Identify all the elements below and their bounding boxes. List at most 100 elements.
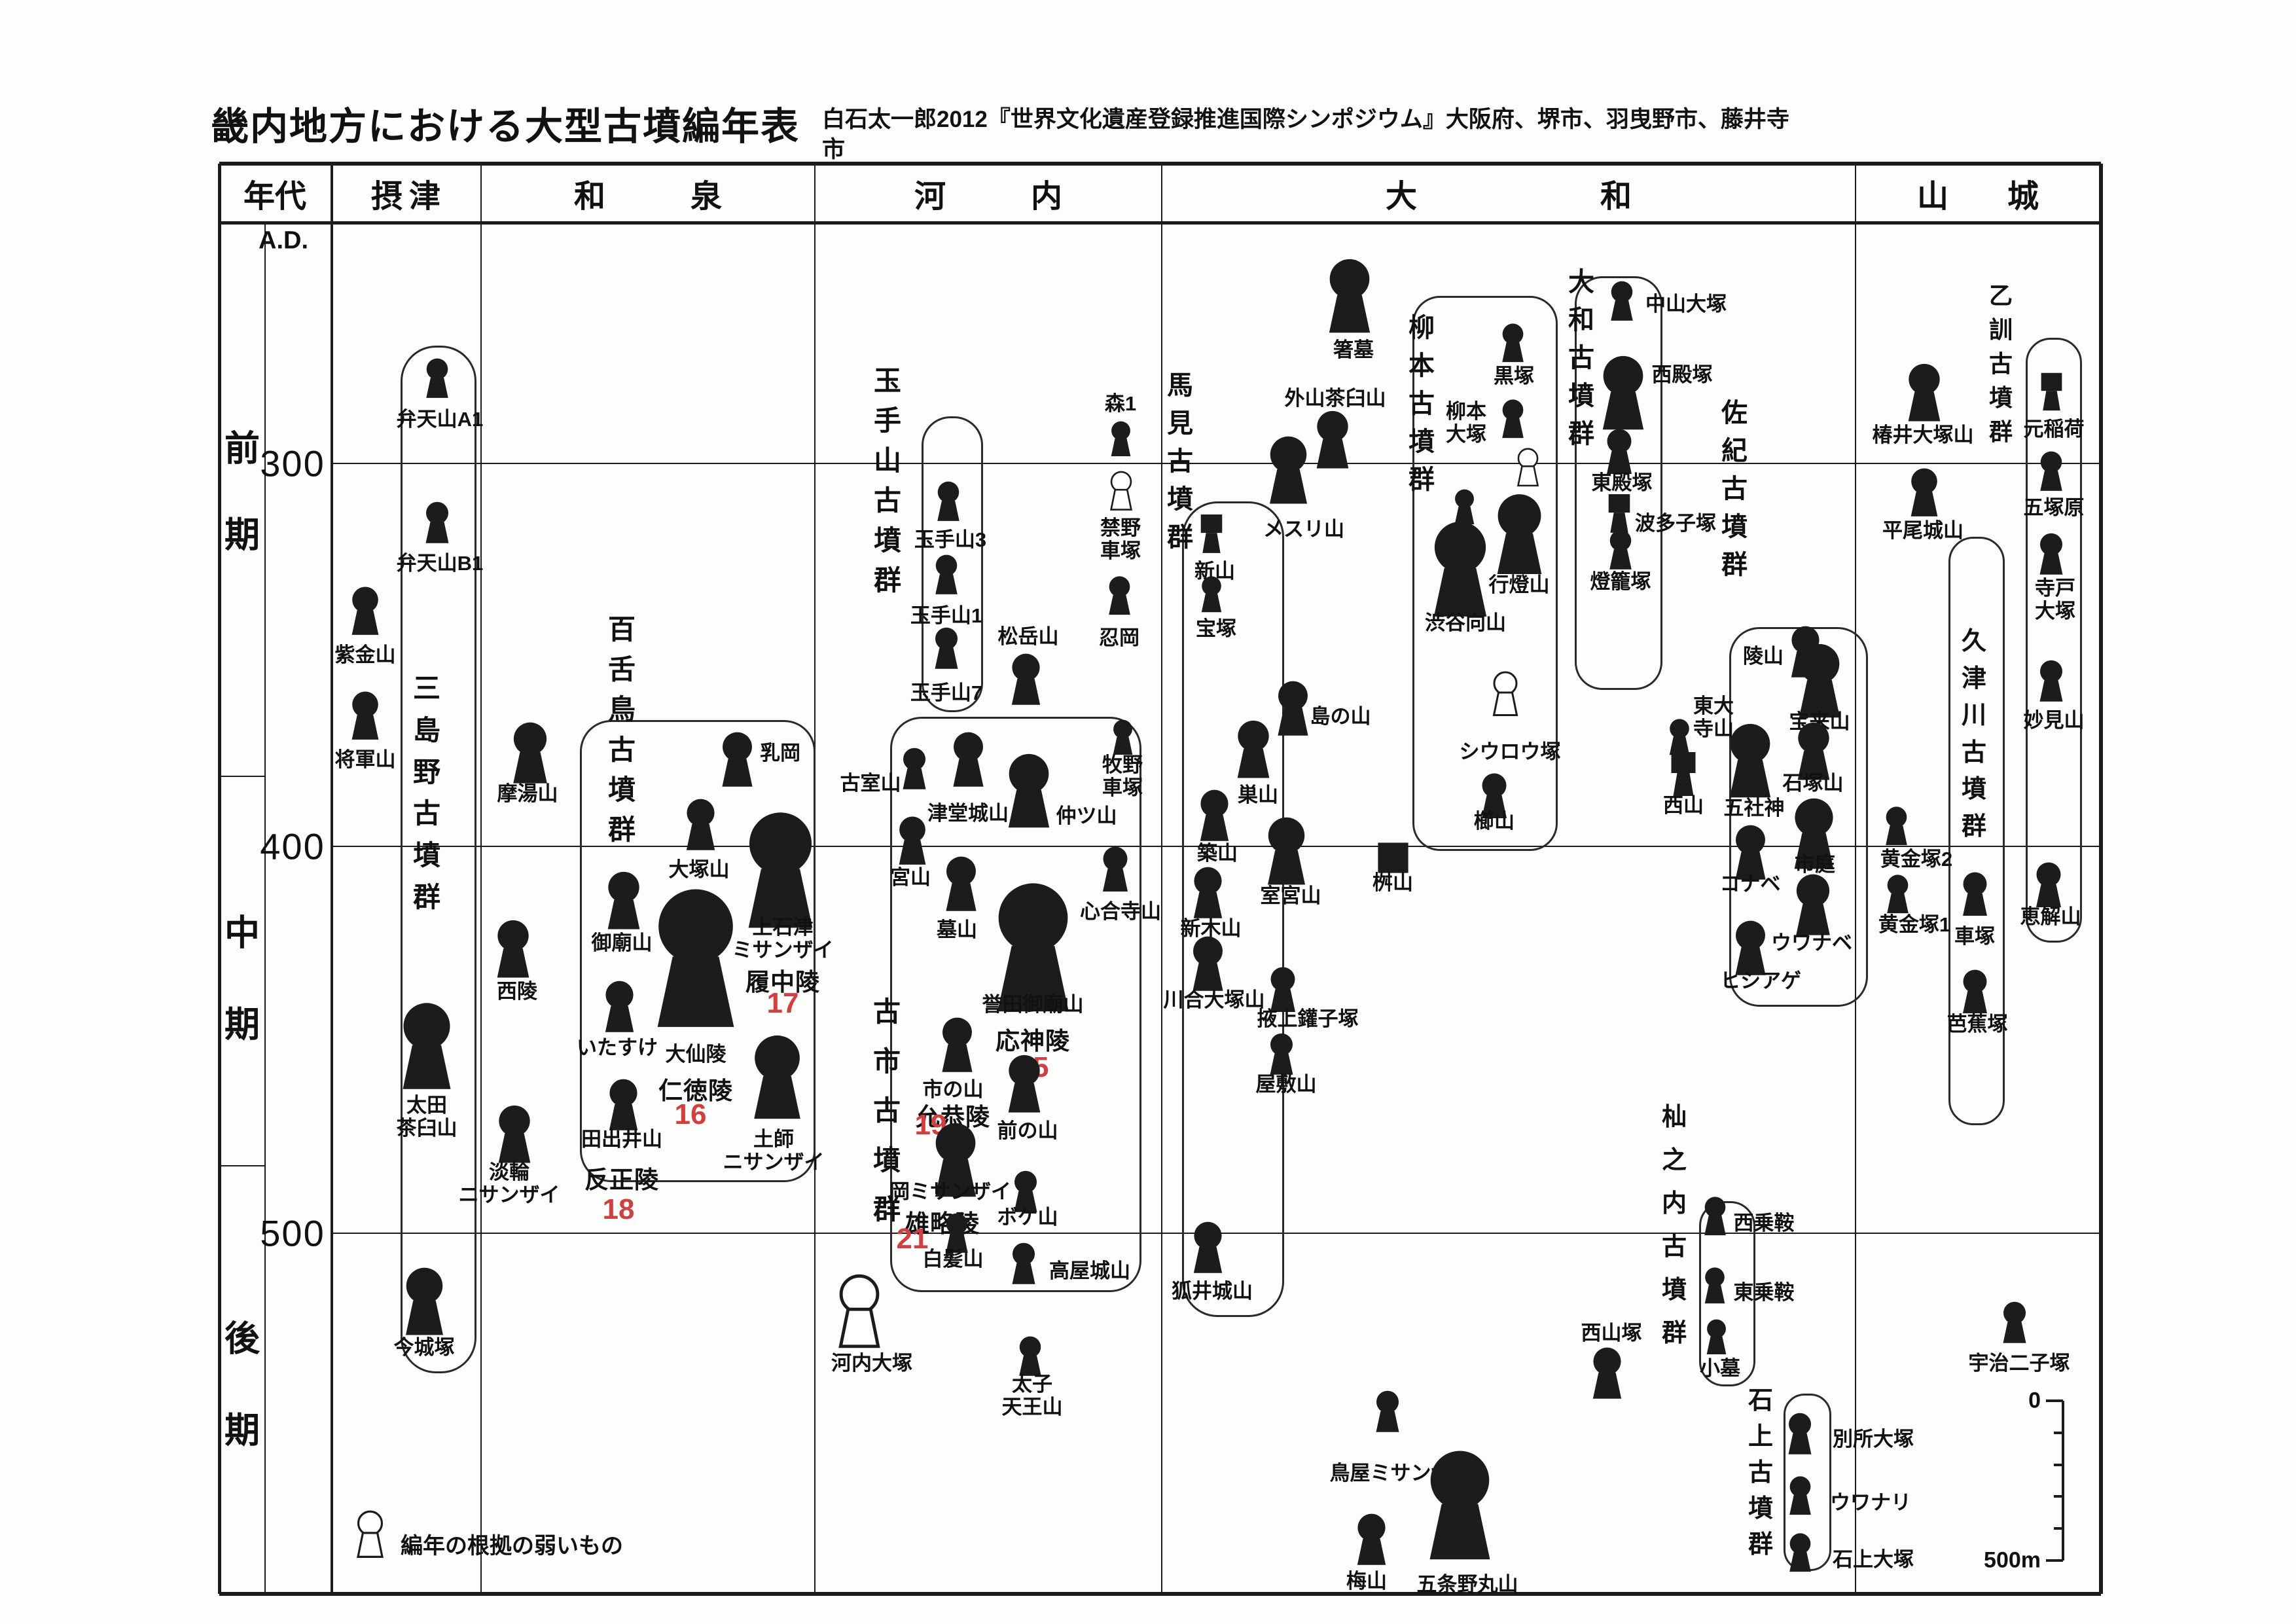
- kofun-label-line: 玉手山7: [910, 681, 983, 704]
- kofun-label-line: 将軍山: [334, 748, 396, 771]
- group-label-char: 古: [412, 798, 440, 829]
- kofun-symbol-今城塚: [400, 1267, 449, 1339]
- kofun-label-西殿塚: 西殿塚: [1551, 363, 1813, 386]
- group-label-char: 群: [1661, 1320, 1687, 1347]
- kofun-symbol-西陵: [492, 920, 534, 982]
- kofun-label-墓山: 墓山: [826, 918, 1088, 941]
- kofun-symbol-東乗鞍: [1702, 1267, 1728, 1307]
- kofun-label-line: 恵解山: [2020, 905, 2081, 928]
- kofun-label-line: 宮山: [890, 866, 931, 889]
- kofun-label-恵解山: 恵解山: [1920, 905, 2181, 928]
- kofun-symbol-燈籠塚: [1606, 530, 1635, 573]
- kofun-label-燈籠塚: 燈籠塚: [1490, 570, 1751, 593]
- citation: 白石太一郎2012『世界文化遺産登録推進国際シンポジウム』大阪府、堺市、羽曳野市…: [822, 105, 1789, 165]
- group-label-char: 見: [1167, 409, 1193, 438]
- kofun-symbol-宮山: [895, 816, 930, 869]
- header-column-河内: 河内: [914, 179, 1148, 214]
- kofun-label-line: 宇治二子塚: [1968, 1352, 2070, 1375]
- group-label-char: 訓: [1988, 316, 2013, 343]
- kofun-label-東大: 東大 寺山: [1583, 695, 1844, 740]
- group-label-佐紀古墳群: 佐紀古墳群: [1719, 391, 1750, 579]
- header-column-山城: 山城: [1916, 179, 2098, 214]
- kofun-symbol-忍岡: [1105, 576, 1134, 619]
- kofun-symbol-太子: [1016, 1336, 1045, 1380]
- kofun-label-市の山: 市の山: [822, 1078, 1084, 1101]
- grid-hline: [219, 162, 2101, 166]
- kofun-label-西陵: 西陵: [386, 980, 648, 1003]
- group-label-char: 上: [1748, 1423, 1773, 1451]
- kofun-label-line: 白髪山: [922, 1248, 984, 1271]
- kofun-label-line: 摩湯山: [497, 782, 558, 805]
- grid-vline: [2062, 1401, 2064, 1561]
- group-label-char: 群: [1568, 420, 1594, 448]
- kofun-label-椿井大塚山: 椿井大塚山: [1792, 424, 2054, 446]
- kofun-label-森1: 森1: [990, 392, 1251, 415]
- kofun-symbol-芭蕉塚: [1959, 969, 1991, 1017]
- group-label-柳本古墳群: 柳本古墳群: [1406, 306, 1437, 494]
- kofun-label-line: 中山大塚: [1645, 293, 1727, 316]
- kofun-label-line: 大塚: [1446, 423, 1486, 446]
- kofun-symbol-巣山: [1232, 720, 1274, 782]
- kofun-symbol-弁天山A1: [423, 358, 452, 402]
- kofun-label-line: 西陵: [497, 980, 537, 1003]
- kofun-label-黄金塚1: 黄金塚1: [1784, 913, 2045, 936]
- group-label-石上古墳群: 石上古墳群: [1746, 1380, 1776, 1559]
- kofun-symbol-河内大塚: [833, 1274, 886, 1352]
- kofun-label-line: 市庭: [1795, 853, 1835, 876]
- kofun-symbol-禁野: [1107, 471, 1136, 514]
- kofun-symbol-黒塚: [1499, 323, 1527, 366]
- group-label-char: 墳: [1661, 1276, 1687, 1304]
- group-label-大和古墳群: 大和古墳群: [1566, 261, 1597, 448]
- group-label-char: 群: [607, 814, 636, 845]
- kofun-label-line: 元稲荷: [2023, 418, 2085, 441]
- group-outline-柳本古墳群: [1412, 296, 1558, 851]
- kofun-symbol-石上大塚: [1786, 1533, 1814, 1576]
- kofun-symbol-東殿塚: [1603, 429, 1636, 478]
- kofun-label-宮山: 宮山: [780, 866, 1041, 889]
- kofun-symbol-大塚山: [682, 799, 719, 854]
- kofun-symbol-東大: [1666, 719, 1693, 759]
- kofun-label-line: 五条野丸山: [1416, 1573, 1518, 1596]
- kofun-label-line: 行燈山: [1488, 573, 1550, 596]
- group-outline-乙訓古墳群: [2026, 338, 2082, 943]
- kofun-symbol-渋谷向山: [1426, 521, 1495, 621]
- kofun-label-芭蕉塚: 芭蕉塚: [1846, 1013, 2108, 1036]
- kofun-symbol-ウワナリ: [1786, 1476, 1814, 1519]
- group-label-char: 大: [1568, 268, 1594, 297]
- group-outline-杣之内古墳群: [1699, 1201, 1755, 1386]
- kofun-label-東乗鞍: 東乗鞍: [1633, 1281, 1895, 1304]
- kofun-symbol-ウワナベ: [1791, 874, 1835, 939]
- kofun-label-line: 淡輪: [489, 1161, 529, 1183]
- group-label-char: 墳: [1167, 485, 1193, 514]
- kofun-label-line: いたすけ: [577, 1036, 658, 1059]
- kofun-label-石塚山: 石塚山: [1682, 772, 1944, 795]
- kofun-label-巣山: 巣山: [1127, 784, 1389, 806]
- kofun-symbol-妙見山: [2036, 660, 2066, 706]
- kofun-label-line: 前の山: [997, 1119, 1058, 1142]
- kofun-label-寺戸: 寺戸 大塚: [1924, 577, 2186, 623]
- kofun-label-田出井山: 田出井山: [491, 1128, 753, 1151]
- group-label-char: 群: [1721, 550, 1748, 579]
- grid-vline: [1161, 164, 1162, 1594]
- kofun-symbol-ボケ山: [1011, 1170, 1041, 1216]
- kofun-label-line: 西山: [1663, 794, 1704, 817]
- axis-period-char: 後: [224, 1319, 260, 1359]
- kofun-label-大仙陵: 大仙陵: [565, 1043, 827, 1066]
- kofun-label-河内大塚: 河内大塚: [741, 1352, 1003, 1375]
- kofun-label-東殿塚: 東殿塚: [1491, 471, 1753, 494]
- imperial-tomb-name-履中陵: 履中陵: [745, 969, 820, 996]
- kofun-label-line: 玉手山1: [910, 604, 983, 627]
- kofun-symbol-森1: [1108, 421, 1134, 460]
- kofun-label-将軍山: 将軍山: [234, 748, 496, 771]
- axis-year-500: 500: [260, 1212, 325, 1254]
- kofun-label-西乗鞍: 西乗鞍: [1633, 1212, 1895, 1235]
- kofun-symbol-屋敷山: [1266, 1033, 1297, 1079]
- grid-vline: [331, 164, 333, 1594]
- kofun-symbol-田出井山: [605, 1079, 642, 1134]
- kofun-label-ウワナベ: ウワナベ: [1681, 931, 1943, 954]
- kofun-symbol-乳岡: [717, 732, 757, 791]
- group-outline-玉手山古墳群: [922, 416, 983, 712]
- kofun-symbol-高屋城山: [1009, 1242, 1039, 1288]
- kofun-label-line: 弁天山A1: [396, 408, 484, 431]
- kofun-symbol-弁天山B1: [422, 501, 452, 547]
